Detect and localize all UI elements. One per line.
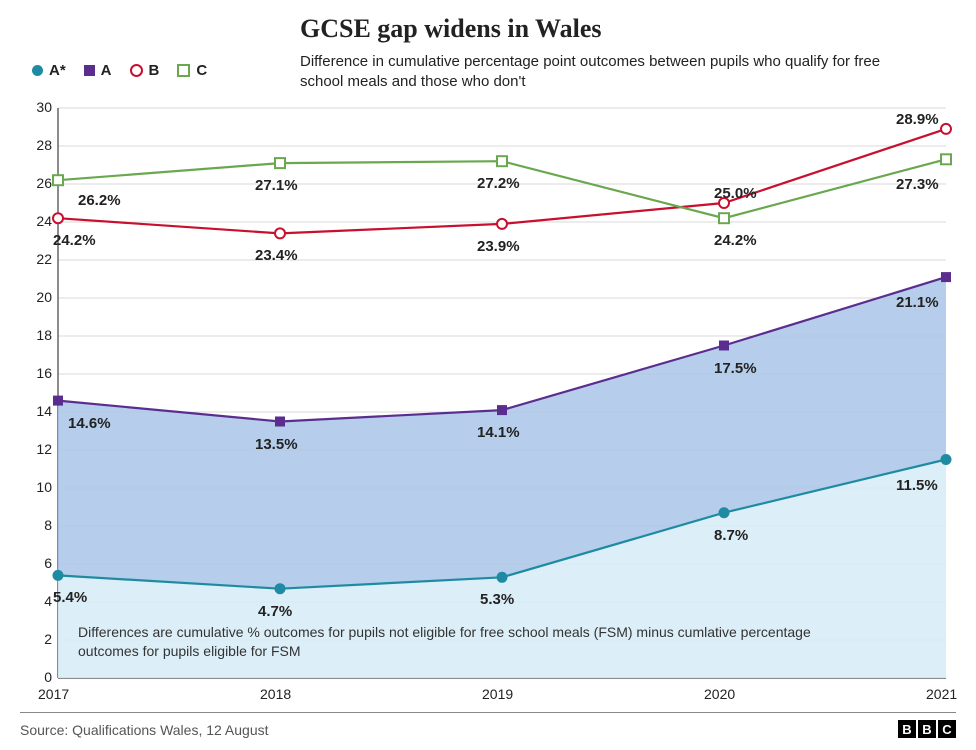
- bbc-letter: C: [938, 720, 956, 738]
- data-label: 23.9%: [477, 238, 520, 255]
- data-label: 25.0%: [714, 185, 757, 202]
- y-tick-label: 24: [24, 213, 52, 229]
- data-label: 5.3%: [480, 591, 514, 608]
- x-tick-label: 2021: [926, 686, 957, 702]
- data-label: 27.1%: [255, 177, 298, 194]
- data-label: 11.5%: [896, 477, 938, 494]
- y-tick-label: 8: [24, 517, 52, 533]
- chart-container: { "title": { "text": "GCSE gap widens in…: [0, 0, 976, 750]
- y-tick-label: 20: [24, 289, 52, 305]
- x-tick-label: 2019: [482, 686, 513, 702]
- data-label: 21.1%: [896, 294, 939, 311]
- y-tick-label: 6: [24, 555, 52, 571]
- y-tick-label: 10: [24, 479, 52, 495]
- data-label: 27.2%: [477, 175, 520, 192]
- source-text: Source: Qualifications Wales, 12 August: [20, 722, 269, 738]
- y-tick-label: 28: [24, 137, 52, 153]
- y-tick-label: 14: [24, 403, 52, 419]
- x-tick-label: 2020: [704, 686, 735, 702]
- y-tick-label: 4: [24, 593, 52, 609]
- x-tick-label: 2018: [260, 686, 291, 702]
- data-label: 24.2%: [714, 232, 757, 249]
- data-label: 26.2%: [78, 192, 121, 209]
- data-label: 17.5%: [714, 360, 757, 377]
- data-label: 14.6%: [68, 415, 111, 432]
- y-tick-label: 22: [24, 251, 52, 267]
- data-label: 23.4%: [255, 247, 298, 264]
- y-tick-label: 26: [24, 175, 52, 191]
- y-tick-label: 12: [24, 441, 52, 457]
- data-label: 5.4%: [53, 589, 87, 606]
- data-label: 4.7%: [258, 603, 292, 620]
- y-tick-label: 16: [24, 365, 52, 381]
- data-label: 8.7%: [714, 527, 748, 544]
- data-label: 24.2%: [53, 232, 96, 249]
- bbc-letter: B: [918, 720, 936, 738]
- data-label: 27.3%: [896, 176, 939, 193]
- data-label: 13.5%: [255, 436, 298, 453]
- bbc-letter: B: [898, 720, 916, 738]
- y-tick-label: 30: [24, 99, 52, 115]
- x-tick-label: 2017: [38, 686, 69, 702]
- bbc-logo: B B C: [898, 720, 956, 738]
- chart-footnote: Differences are cumulative % outcomes fo…: [78, 623, 818, 661]
- footer-rule: [20, 712, 956, 713]
- data-label: 14.1%: [477, 424, 520, 441]
- y-tick-label: 18: [24, 327, 52, 343]
- data-label: 28.9%: [896, 111, 939, 128]
- y-tick-label: 0: [24, 669, 52, 685]
- y-tick-label: 2: [24, 631, 52, 647]
